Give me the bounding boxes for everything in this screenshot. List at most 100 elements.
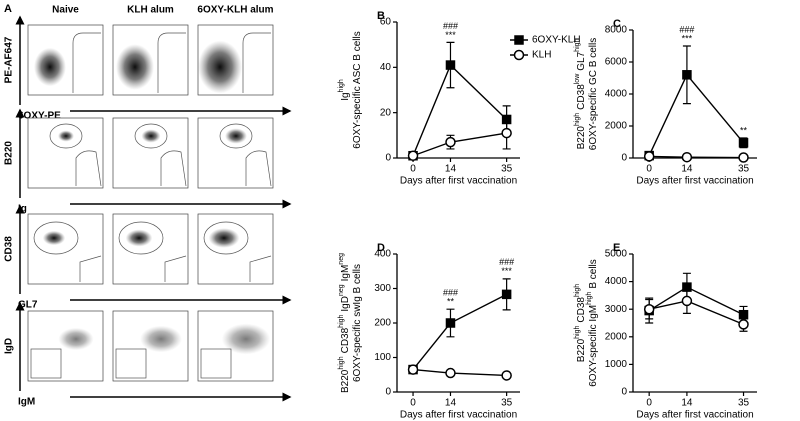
y-tick-label: 100: [374, 352, 391, 363]
significance-label: ###: [679, 24, 694, 34]
significance-label: ***: [445, 30, 456, 40]
data-point: [445, 367, 456, 379]
x-tick-label: 14: [681, 398, 693, 409]
gate: [134, 123, 168, 149]
data-point: [643, 303, 655, 315]
gate: [79, 255, 102, 282]
y-tick-label: 300: [374, 283, 391, 294]
x-tick-label: 35: [501, 164, 513, 175]
gate: [203, 221, 249, 255]
y-tick-label: 0: [385, 153, 391, 164]
gate: [157, 32, 186, 93]
x-tick-label: 35: [501, 398, 513, 409]
legend-label: KLH: [532, 50, 551, 61]
y-axis-label-part: 6OXY-specific ASC B cells: [352, 31, 363, 148]
y-tick-label: 3000: [605, 304, 628, 315]
cell-cloud: [34, 47, 66, 87]
y-axis-label: IgD: [4, 338, 15, 354]
data-point: [407, 364, 419, 375]
data-point: [501, 289, 512, 300]
y-axis-label-superscript: high: [574, 326, 581, 339]
x-tick-label: 14: [681, 164, 693, 175]
y-axis-label-part: IgM: [340, 265, 351, 282]
data-point: [501, 127, 512, 139]
legend-marker: [514, 35, 524, 45]
gate: [33, 221, 79, 255]
y-tick-label: 20: [380, 107, 392, 118]
y-axis-label-part: 6OXY-specific IgM: [588, 305, 599, 387]
significance-label: ###: [443, 21, 458, 31]
gate: [30, 348, 62, 379]
y-axis-label-part: 6OXY-specific GC B cells: [588, 38, 599, 150]
y-axis-label-part: 6OXY-specific swIg B cells: [352, 264, 363, 382]
data-point: [681, 151, 693, 163]
x-tick-label: 35: [738, 164, 750, 175]
y-tick-label: 0: [385, 387, 391, 398]
gate: [249, 255, 272, 282]
gate: [115, 348, 147, 379]
x-axis-label: Days after first vaccination: [400, 410, 517, 421]
gate: [242, 32, 271, 93]
y-axis-label: 6OXY-specific swIg B cells: [352, 264, 363, 382]
data-point: [501, 370, 512, 381]
y-tick-label: 8000: [605, 25, 628, 36]
y-axis-label-part: B220: [340, 369, 351, 393]
cell-cloud: [208, 228, 240, 248]
panel-letter: D: [377, 242, 385, 254]
y-tick-label: 4000: [605, 276, 628, 287]
y-axis-label: 6OXY-specific ASC B cells: [352, 31, 363, 148]
panel-letter: E: [613, 242, 620, 254]
cell-cloud: [58, 130, 74, 142]
y-axis-label-superscript: high: [338, 314, 345, 327]
x-tick-label: 0: [410, 398, 416, 409]
y-tick-label: 2000: [605, 331, 628, 342]
y-axis-label-superscript: high: [586, 292, 593, 305]
significance-label: ###: [499, 257, 514, 267]
gate: [164, 255, 187, 282]
y-axis-label-part: CD38: [576, 84, 587, 110]
panel-letter: C: [613, 18, 621, 30]
cell-cloud: [58, 327, 94, 351]
y-axis-label: 6OXY-specific IgMhigh B cells: [586, 259, 598, 387]
y-axis-label: 6OXY-specific GC B cells: [588, 38, 599, 150]
y-axis-label-superscript: high: [338, 356, 345, 369]
data-point: [738, 319, 749, 330]
y-axis-label-part: B cells: [588, 259, 599, 288]
cell-cloud: [198, 40, 242, 94]
data-point: [643, 151, 655, 162]
gate: [72, 32, 101, 93]
x-axis-label: 6OXY-PE: [18, 111, 61, 122]
x-axis-label: GL7: [18, 300, 38, 311]
x-tick-label: 0: [646, 398, 652, 409]
y-axis-label-superscript: high: [574, 113, 581, 126]
y-axis-label-part: B220: [576, 126, 587, 150]
x-axis-label: Days after first vaccination: [636, 176, 753, 187]
significance-label: **: [740, 125, 748, 135]
gate: [219, 123, 253, 149]
gate: [160, 150, 187, 187]
data-point: [681, 295, 693, 307]
legend-marker: [513, 49, 525, 61]
y-tick-label: 5000: [605, 249, 628, 260]
y-tick-label: 400: [374, 249, 391, 260]
y-axis-label-part: CD38: [576, 297, 587, 323]
y-axis-label: B220highCD38lowGL7high: [574, 38, 586, 149]
cell-cloud: [42, 230, 66, 246]
significance-label: ###: [443, 288, 458, 298]
y-tick-label: 0: [621, 153, 627, 164]
significance-label: **: [447, 297, 455, 307]
y-tick-label: 40: [380, 62, 392, 73]
flow-plot-frame: [27, 117, 104, 189]
y-axis-label: B220highCD38high: [574, 284, 586, 363]
x-axis-label: Days after first vaccination: [636, 410, 753, 421]
panel-letter: B: [377, 10, 385, 22]
y-axis-label-part: CD38: [340, 327, 351, 353]
cell-cloud: [140, 325, 182, 353]
column-header: KLH alum: [127, 5, 174, 16]
data-point: [738, 138, 749, 148]
y-axis-label-superscript: high: [574, 284, 581, 297]
cell-cloud: [141, 129, 161, 143]
y-tick-label: 2000: [605, 121, 628, 132]
x-tick-label: 14: [445, 398, 457, 409]
